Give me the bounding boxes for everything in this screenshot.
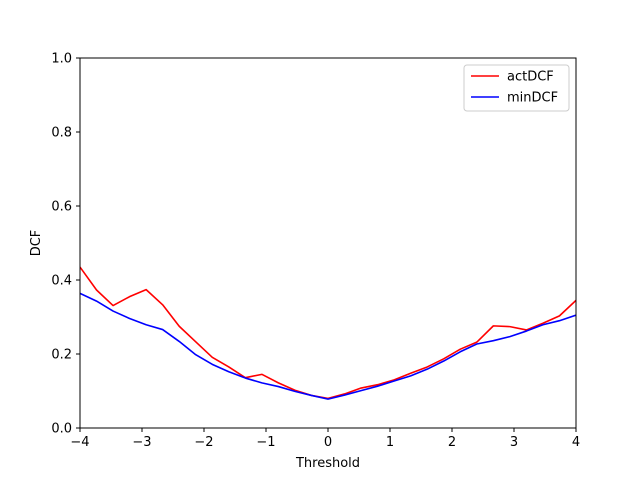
y-tick-label: 0.8 xyxy=(51,126,72,141)
x-tick-label: −2 xyxy=(194,435,213,450)
y-axis-label: DCF xyxy=(29,230,44,257)
x-axis-label: Threshold xyxy=(295,456,360,471)
x-tick-label: 1 xyxy=(386,435,394,450)
legend: actDCF minDCF xyxy=(463,64,570,112)
series-line-minDCF xyxy=(80,292,576,400)
legend-label-actDCF: actDCF xyxy=(507,70,554,85)
x-tick-label: −3 xyxy=(132,435,151,450)
y-tick-label: 0.6 xyxy=(51,200,72,215)
legend-label-minDCF: minDCF xyxy=(507,91,558,106)
x-tick-label: 3 xyxy=(510,435,518,450)
x-axis-ticks: −4 −3 −2 −1 0 1 2 3 4 xyxy=(70,428,580,450)
y-tick-label: 0.0 xyxy=(51,422,72,437)
x-tick-label: 4 xyxy=(572,435,580,450)
x-tick-label: 2 xyxy=(448,435,456,450)
y-tick-label: 0.2 xyxy=(51,348,72,363)
x-tick-label: 0 xyxy=(324,435,332,450)
y-axis-ticks: 0.0 0.2 0.4 0.6 0.8 1.0 xyxy=(51,52,80,437)
y-tick-label: 1.0 xyxy=(51,52,72,67)
x-tick-label: −4 xyxy=(70,435,89,450)
series-layer xyxy=(80,266,576,400)
x-tick-label: −1 xyxy=(256,435,275,450)
y-tick-label: 0.4 xyxy=(51,274,72,289)
plot-area xyxy=(80,58,576,428)
